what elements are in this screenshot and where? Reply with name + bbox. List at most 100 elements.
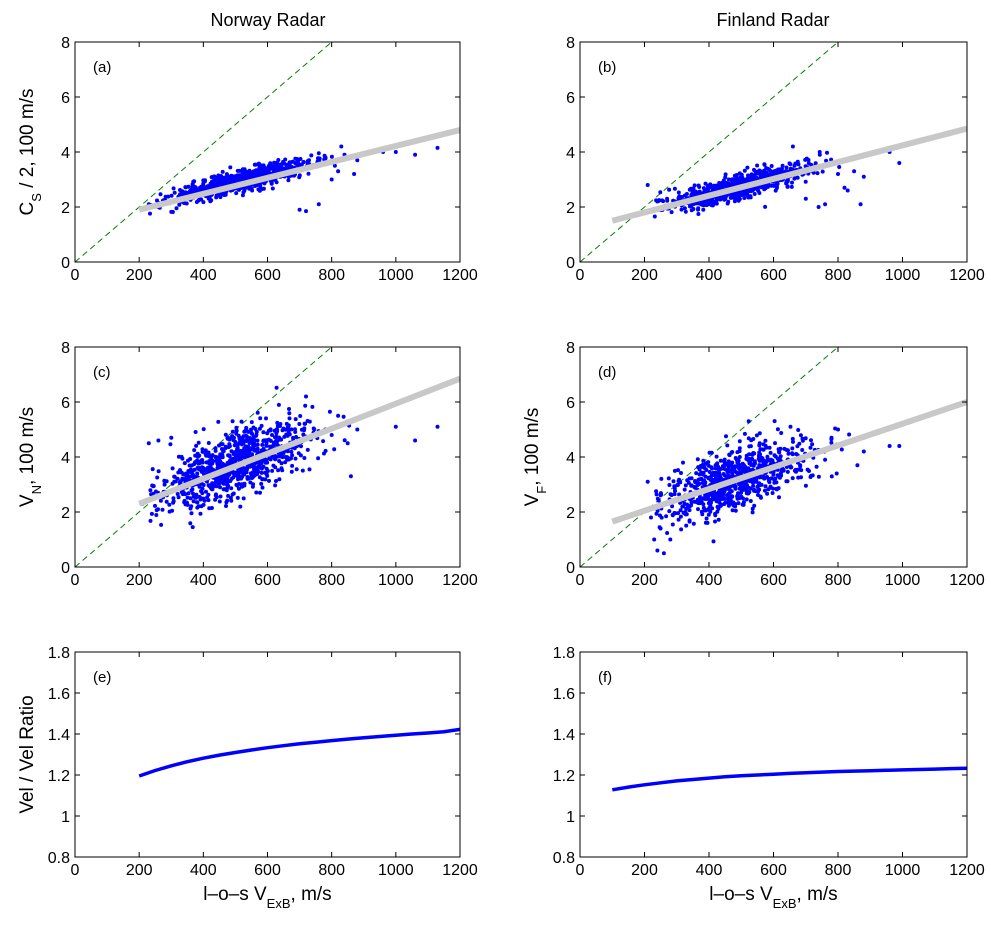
data-point — [779, 474, 783, 478]
column-title-finland: Finland Radar — [716, 10, 829, 30]
data-point — [749, 499, 753, 503]
data-point — [159, 523, 163, 527]
data-point — [701, 502, 705, 506]
data-point — [670, 210, 674, 214]
x-tick-label: 600 — [760, 267, 787, 284]
data-point — [339, 145, 343, 149]
data-point — [208, 484, 212, 488]
data-point — [236, 477, 240, 481]
data-point — [781, 164, 785, 168]
data-point — [800, 448, 804, 452]
plot-area — [75, 237, 460, 567]
data-point — [258, 189, 262, 193]
data-point — [201, 200, 205, 204]
data-point — [173, 191, 177, 195]
data-point — [762, 442, 766, 446]
data-point — [219, 174, 223, 178]
data-point — [307, 172, 311, 176]
data-point — [312, 427, 316, 431]
data-point — [679, 527, 683, 531]
data-point — [659, 491, 663, 495]
data-point — [263, 477, 267, 481]
data-point — [200, 465, 204, 469]
data-point — [151, 467, 155, 471]
x-tick-label: 800 — [825, 862, 852, 879]
data-point — [817, 205, 821, 209]
x-tick-label: 800 — [318, 862, 345, 879]
x-tick-label: 200 — [126, 267, 153, 284]
data-point — [761, 476, 765, 480]
y-tick-label: 0 — [61, 255, 70, 272]
data-point — [210, 183, 214, 187]
data-point — [227, 461, 231, 465]
data-point — [231, 419, 235, 423]
data-point — [155, 476, 159, 480]
data-point — [287, 407, 291, 411]
data-point — [436, 146, 440, 150]
data-point — [723, 175, 727, 179]
data-point — [713, 494, 717, 498]
data-point — [751, 507, 755, 511]
data-point — [742, 196, 746, 200]
data-point — [262, 163, 266, 167]
data-point — [798, 464, 802, 468]
data-point — [722, 490, 726, 494]
data-point — [730, 461, 734, 465]
data-point — [646, 480, 650, 484]
y-axis-label: CS / 2, 100 m/s — [17, 89, 44, 216]
data-point — [436, 425, 440, 429]
data-point — [735, 450, 739, 454]
data-point — [724, 183, 728, 187]
data-point — [789, 425, 793, 429]
data-point — [751, 437, 755, 441]
data-point — [245, 454, 249, 458]
data-point — [817, 475, 821, 479]
data-point — [810, 442, 814, 446]
data-point — [673, 469, 677, 473]
data-point — [786, 180, 790, 184]
data-point — [216, 464, 220, 468]
data-point — [182, 500, 186, 504]
data-point — [719, 459, 723, 463]
data-point — [259, 482, 263, 486]
data-point — [745, 189, 749, 193]
data-point — [769, 451, 773, 455]
x-axis-label: l–o–s VExB, m/s — [203, 884, 331, 911]
data-point — [199, 512, 203, 516]
data-point — [781, 467, 785, 471]
data-point — [207, 498, 211, 502]
data-point — [836, 428, 840, 432]
data-point — [219, 180, 223, 184]
data-point — [218, 500, 222, 504]
x-tick-label: 400 — [190, 862, 217, 879]
data-point — [784, 479, 788, 483]
data-point — [163, 483, 167, 487]
x-tick-label: 1000 — [378, 862, 414, 879]
data-point — [670, 493, 674, 497]
data-point — [265, 459, 269, 463]
data-point — [696, 457, 700, 461]
data-point — [855, 463, 859, 467]
data-point — [655, 492, 659, 496]
data-point — [738, 446, 742, 450]
x-tick-label: 800 — [825, 572, 852, 589]
data-point — [330, 433, 334, 437]
data-point — [161, 508, 165, 512]
data-point — [307, 158, 311, 162]
data-point — [701, 459, 705, 463]
x-tick-label: 1200 — [949, 572, 985, 589]
data-point — [271, 187, 275, 191]
x-tick-label: 1200 — [949, 267, 985, 284]
data-point — [679, 471, 683, 475]
data-point — [254, 491, 258, 495]
data-point — [770, 164, 774, 168]
data-point — [659, 477, 663, 481]
data-point — [270, 469, 274, 473]
data-point — [261, 486, 265, 490]
data-point — [672, 479, 676, 483]
data-point — [840, 448, 844, 452]
data-point — [713, 201, 717, 205]
data-point — [214, 492, 218, 496]
data-point — [683, 194, 687, 198]
data-point — [785, 166, 789, 170]
